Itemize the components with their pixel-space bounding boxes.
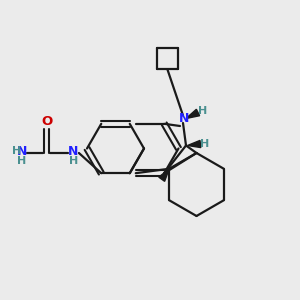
- Polygon shape: [188, 140, 201, 148]
- Text: H: H: [198, 106, 207, 116]
- Text: N: N: [179, 112, 190, 125]
- Text: H: H: [17, 156, 26, 167]
- Text: O: O: [41, 115, 52, 128]
- Polygon shape: [159, 169, 169, 181]
- Text: H: H: [69, 156, 78, 167]
- Text: H: H: [12, 146, 21, 157]
- Text: N: N: [16, 145, 27, 158]
- Text: H: H: [200, 139, 209, 149]
- Polygon shape: [186, 109, 200, 119]
- Text: N: N: [68, 145, 79, 158]
